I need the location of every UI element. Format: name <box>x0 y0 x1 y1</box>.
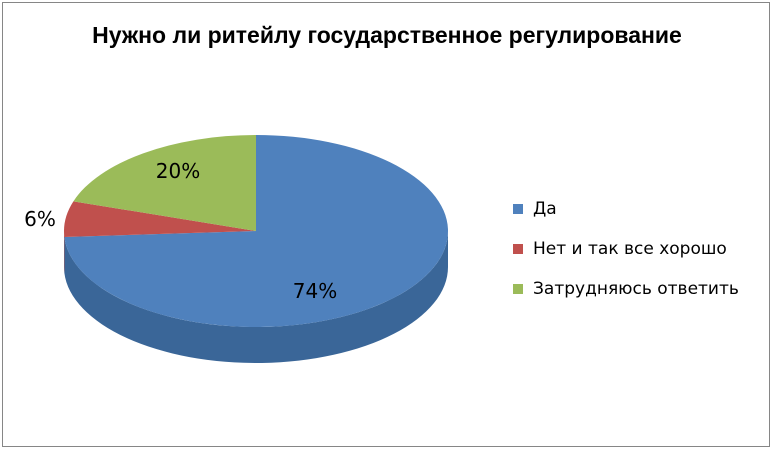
legend-swatch-net <box>513 244 523 254</box>
pie-sides <box>64 231 448 364</box>
pie-slice-1 <box>63 201 256 238</box>
pie-label-2: 20% <box>156 159 200 183</box>
legend-item-zatrudnyayus: Затрудняюсь ответить <box>513 278 739 300</box>
legend-label-net: Нет и так все хорошо <box>533 239 727 259</box>
pie-label-1: 6% <box>24 207 56 231</box>
legend-label-da: Да <box>533 199 557 219</box>
legend-label-zatrudnyayus: Затрудняюсь ответить <box>533 279 739 299</box>
legend-item-net: Нет и так все хорошо <box>513 238 739 260</box>
legend-item-da: Да <box>513 198 739 220</box>
pie-label-0: 74% <box>293 279 337 303</box>
pie-slice-2 <box>73 135 256 231</box>
pie-side-0 <box>64 231 448 364</box>
legend-swatch-zatrudnyayus <box>513 284 523 294</box>
legend-swatch-da <box>513 204 523 214</box>
pie-slices <box>63 135 449 327</box>
pie-slice-0 <box>64 135 449 327</box>
chart-title: Нужно ли ритейлу государственное регулир… <box>92 22 682 48</box>
legend: Да Нет и так все хорошо Затрудняюсь отве… <box>513 198 739 318</box>
